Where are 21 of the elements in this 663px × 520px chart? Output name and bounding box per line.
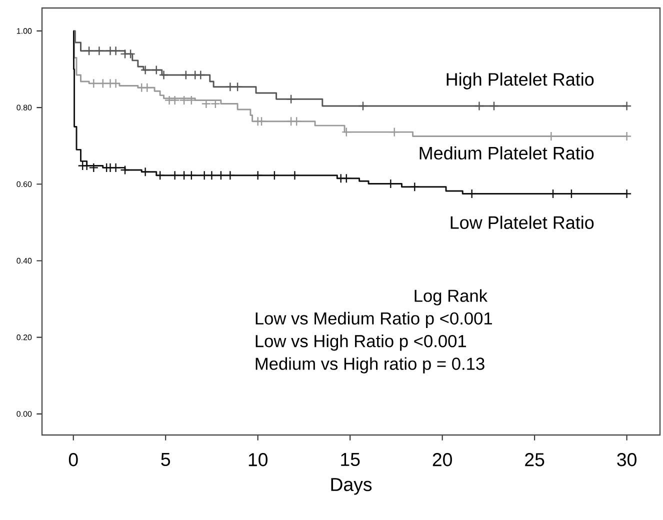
x-tick-label: 30	[617, 453, 636, 466]
x-tick-label: 0	[68, 453, 78, 466]
annotation: Medium vs High ratio p = 0.13	[256, 357, 484, 374]
series-label: Low Platelet Ratio	[450, 216, 594, 229]
x-tick-label: 10	[248, 453, 268, 466]
y-tick-label: 0.80	[16, 104, 32, 110]
y-tick-label: 0.40	[16, 258, 32, 264]
x-tick-label: 15	[341, 453, 360, 466]
annotation: Low vs Medium Ratio p <0.001	[256, 312, 492, 328]
x-tick-label: 5	[161, 453, 170, 466]
series-label: High Platelet Ratio	[446, 72, 594, 90]
y-tick-label: 1.00	[17, 28, 32, 34]
annotation: Log Rank	[414, 289, 488, 306]
x-axis-title: Days	[331, 478, 372, 495]
series-label: Medium Platelet Ratio	[420, 146, 594, 160]
y-tick-label: 0.20	[16, 334, 32, 340]
annotation: Low vs High Ratio p <0.001	[256, 334, 466, 351]
x-tick-label: 20	[432, 453, 452, 466]
y-tick-label: 0.60	[16, 181, 32, 187]
x-tick-label: 25	[525, 453, 544, 466]
y-tick-label: 0.00	[16, 411, 32, 417]
